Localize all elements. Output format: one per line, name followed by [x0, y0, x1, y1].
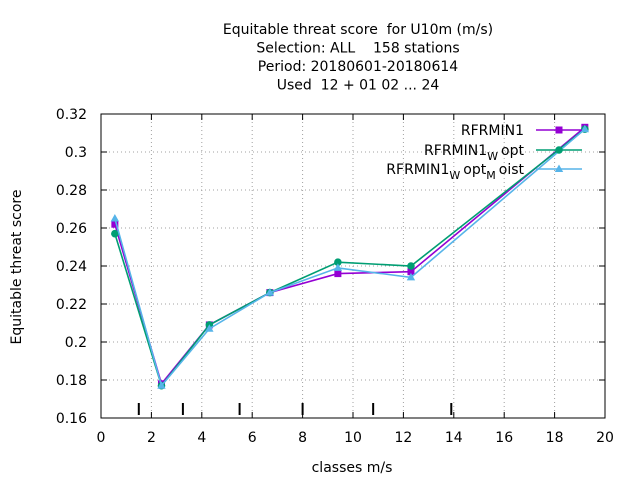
data-point	[334, 270, 342, 278]
legend-label: RFRMIN1	[461, 123, 524, 139]
chart-title-line: Selection: ALL 158 stations	[256, 41, 459, 57]
y-tick-label: 0.18	[56, 373, 87, 389]
y-tick-label: 0.32	[56, 107, 87, 123]
data-point	[157, 381, 166, 389]
legend-entry: RFRMIN1W optM oist	[386, 162, 582, 182]
y-tick-label: 0.22	[56, 297, 87, 313]
y-tick-label: 0.3	[65, 145, 87, 161]
data-point	[110, 214, 120, 222]
x-tick-label: 18	[546, 430, 564, 446]
y-axis-ticks: 0.16 0.18 0.2 0.22 0.24 0.26 0.28 0.3 0.32	[56, 107, 605, 427]
x-axis-ticks: 0 2 4 6 8 10 12 14 16 18 20	[97, 114, 614, 446]
legend-entry: RFRMIN1	[461, 123, 582, 139]
legend-marker	[555, 146, 563, 154]
legend-entry: RFRMIN1W opt	[424, 143, 582, 163]
data-point	[407, 268, 415, 276]
y-tick-label: 0.16	[56, 411, 87, 427]
x-tick-label: 20	[596, 430, 614, 446]
y-tick-label: 0.26	[56, 221, 87, 237]
data-point	[333, 263, 343, 271]
x-tick-label: 0	[97, 430, 106, 446]
legend-marker	[554, 164, 564, 172]
x-tick-label: 4	[197, 430, 206, 446]
x-tick-label: 12	[394, 430, 412, 446]
class-markers	[137, 403, 453, 415]
data-point	[111, 229, 119, 238]
data-point	[334, 258, 342, 267]
data-point	[406, 272, 416, 281]
y-tick-label: 0.24	[56, 259, 87, 275]
chart-title-line: Used 12 + 01 02 ... 24	[277, 78, 440, 94]
x-axis-label: classes m/s	[312, 460, 393, 476]
data-series	[110, 123, 590, 390]
data-point	[205, 324, 214, 332]
chart-title-line: Equitable threat score for U10m (m/s)	[223, 22, 493, 38]
series-rfrmin1-w-opt-m-oist	[110, 124, 590, 389]
grid-lines	[101, 114, 605, 418]
x-tick-label: 2	[147, 430, 156, 446]
chart-title: Equitable threat score for U10m (m/s) Sel…	[223, 22, 493, 94]
y-axis-label: Equitable threat score	[9, 190, 25, 345]
legend-label: RFRMIN1W optM oist	[386, 162, 524, 182]
data-point	[265, 288, 275, 296]
y-tick-label: 0.2	[65, 335, 87, 351]
x-tick-label: 8	[298, 430, 307, 446]
x-tick-label: 16	[495, 430, 513, 446]
chart-title-line: Period: 20180601-20180614	[258, 59, 458, 75]
y-tick-label: 0.28	[56, 183, 87, 199]
legend-label: RFRMIN1W opt	[424, 143, 524, 163]
x-tick-label: 10	[344, 430, 362, 446]
x-tick-label: 6	[248, 430, 257, 446]
data-point	[407, 262, 415, 270]
x-tick-label: 14	[445, 430, 463, 446]
data-point	[580, 124, 590, 133]
legend-marker	[555, 126, 563, 134]
data-point	[111, 220, 119, 228]
